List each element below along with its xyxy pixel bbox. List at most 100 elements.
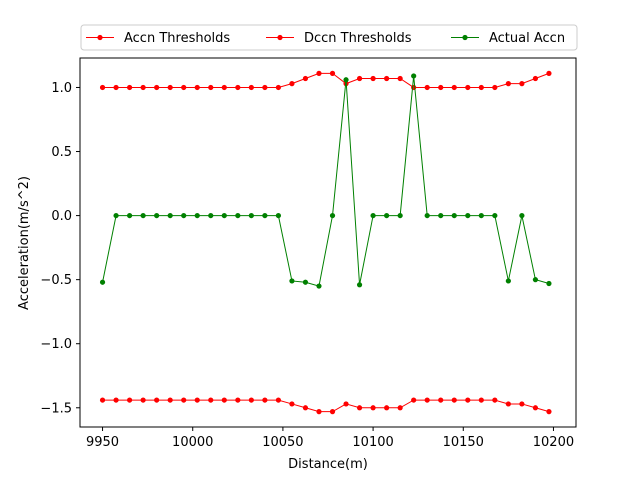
data-point: [519, 212, 525, 219]
data-point: [532, 75, 539, 82]
data-point: [140, 212, 146, 219]
data-point: [248, 212, 254, 219]
legend-entry: Dccn Thresholds: [266, 31, 412, 46]
data-point: [343, 401, 349, 407]
data-point: [154, 397, 160, 403]
data-point: [113, 397, 119, 403]
data-point: [221, 212, 227, 219]
legend-label: Accn Thresholds: [124, 31, 230, 46]
plot-frame: [79, 57, 577, 428]
data-point: [465, 212, 471, 219]
data-point: [275, 397, 281, 403]
y-tick-label: 0.5: [51, 145, 72, 160]
x-axis-label: Distance(m): [288, 457, 368, 472]
y-tick-label: −1.5: [40, 401, 72, 416]
data-point: [127, 397, 133, 403]
data-point: [262, 84, 268, 91]
data-point: [235, 397, 241, 403]
y-tick-label: 0.0: [51, 209, 72, 224]
data-point: [546, 280, 552, 287]
y-tick-label: 1.0: [51, 81, 72, 96]
data-point: [451, 84, 457, 91]
data-point: [411, 73, 417, 79]
x-tick-label: 10150: [443, 435, 484, 450]
data-point: [208, 212, 214, 219]
data-point: [478, 397, 484, 403]
data-point: [99, 84, 106, 91]
data-point: [248, 397, 254, 403]
data-point: [451, 397, 457, 403]
data-point: [424, 212, 430, 219]
data-point: [127, 212, 133, 219]
data-point: [505, 278, 511, 284]
data-point: [113, 212, 119, 219]
data-point: [411, 397, 417, 403]
data-point: [424, 397, 430, 403]
data-point: [275, 212, 281, 219]
data-point: [289, 401, 295, 407]
data-point: [181, 84, 187, 91]
x-tick-label: 10200: [533, 435, 574, 450]
data-point: [424, 84, 430, 91]
series-line: [102, 75, 550, 287]
data-point: [492, 397, 498, 403]
series-1: [99, 397, 552, 415]
y-axis-ticks: 1.0 0.5 0.0 −0.5 −1.0 −1.5: [40, 81, 80, 416]
y-tick-label: −0.5: [40, 273, 72, 288]
data-point: [208, 397, 214, 403]
x-axis-ticks: 9950 10000 10050 10100 10150 10200: [86, 427, 574, 450]
data-point: [478, 84, 484, 91]
data-point: [140, 397, 146, 403]
x-tick-label: 10050: [262, 435, 303, 450]
data-point: [329, 212, 336, 219]
data-point: [356, 282, 363, 288]
legend-box: [80, 24, 578, 51]
data-point: [492, 212, 498, 219]
data-point: [397, 405, 403, 411]
legend-swatch-marker: [97, 34, 103, 41]
data-point: [546, 70, 552, 76]
data-point: [451, 212, 457, 219]
legend-label: Actual Accn: [489, 31, 565, 46]
data-point: [275, 84, 281, 91]
data-point: [505, 401, 511, 407]
data-point: [492, 84, 498, 91]
series-0: [99, 70, 552, 91]
legend: Accn Thresholds Dccn Thresholds Actual Acc…: [80, 24, 578, 51]
data-point: [167, 84, 173, 91]
data-point: [167, 397, 173, 403]
data-point: [221, 84, 227, 91]
data-point: [356, 405, 363, 411]
x-tick-label: 9950: [86, 435, 119, 450]
data-point: [384, 405, 390, 411]
data-point: [235, 212, 241, 219]
data-point: [235, 84, 241, 91]
data-point: [316, 70, 322, 76]
data-point: [519, 401, 525, 407]
data-point: [248, 84, 254, 91]
data-point: [370, 75, 376, 82]
plot-layer: [99, 70, 552, 415]
data-point: [343, 77, 349, 83]
data-point: [532, 277, 539, 283]
y-axis-label: Acceleration(m/s^2): [17, 176, 32, 310]
y-tick-label: −1.0: [40, 337, 72, 352]
data-point: [127, 84, 133, 91]
data-point: [465, 84, 471, 91]
data-point: [194, 212, 200, 219]
data-point: [397, 75, 403, 82]
data-point: [505, 81, 511, 87]
data-point: [154, 212, 160, 219]
data-point: [465, 397, 471, 403]
legend-swatch-marker: [277, 34, 283, 41]
data-point: [370, 212, 376, 219]
legend-label: Dccn Thresholds: [304, 31, 412, 46]
data-point: [519, 81, 525, 87]
data-point: [221, 397, 227, 403]
data-point: [370, 405, 376, 411]
series-line: [102, 399, 550, 413]
data-point: [208, 84, 214, 91]
data-point: [478, 212, 484, 219]
data-point: [397, 212, 403, 219]
